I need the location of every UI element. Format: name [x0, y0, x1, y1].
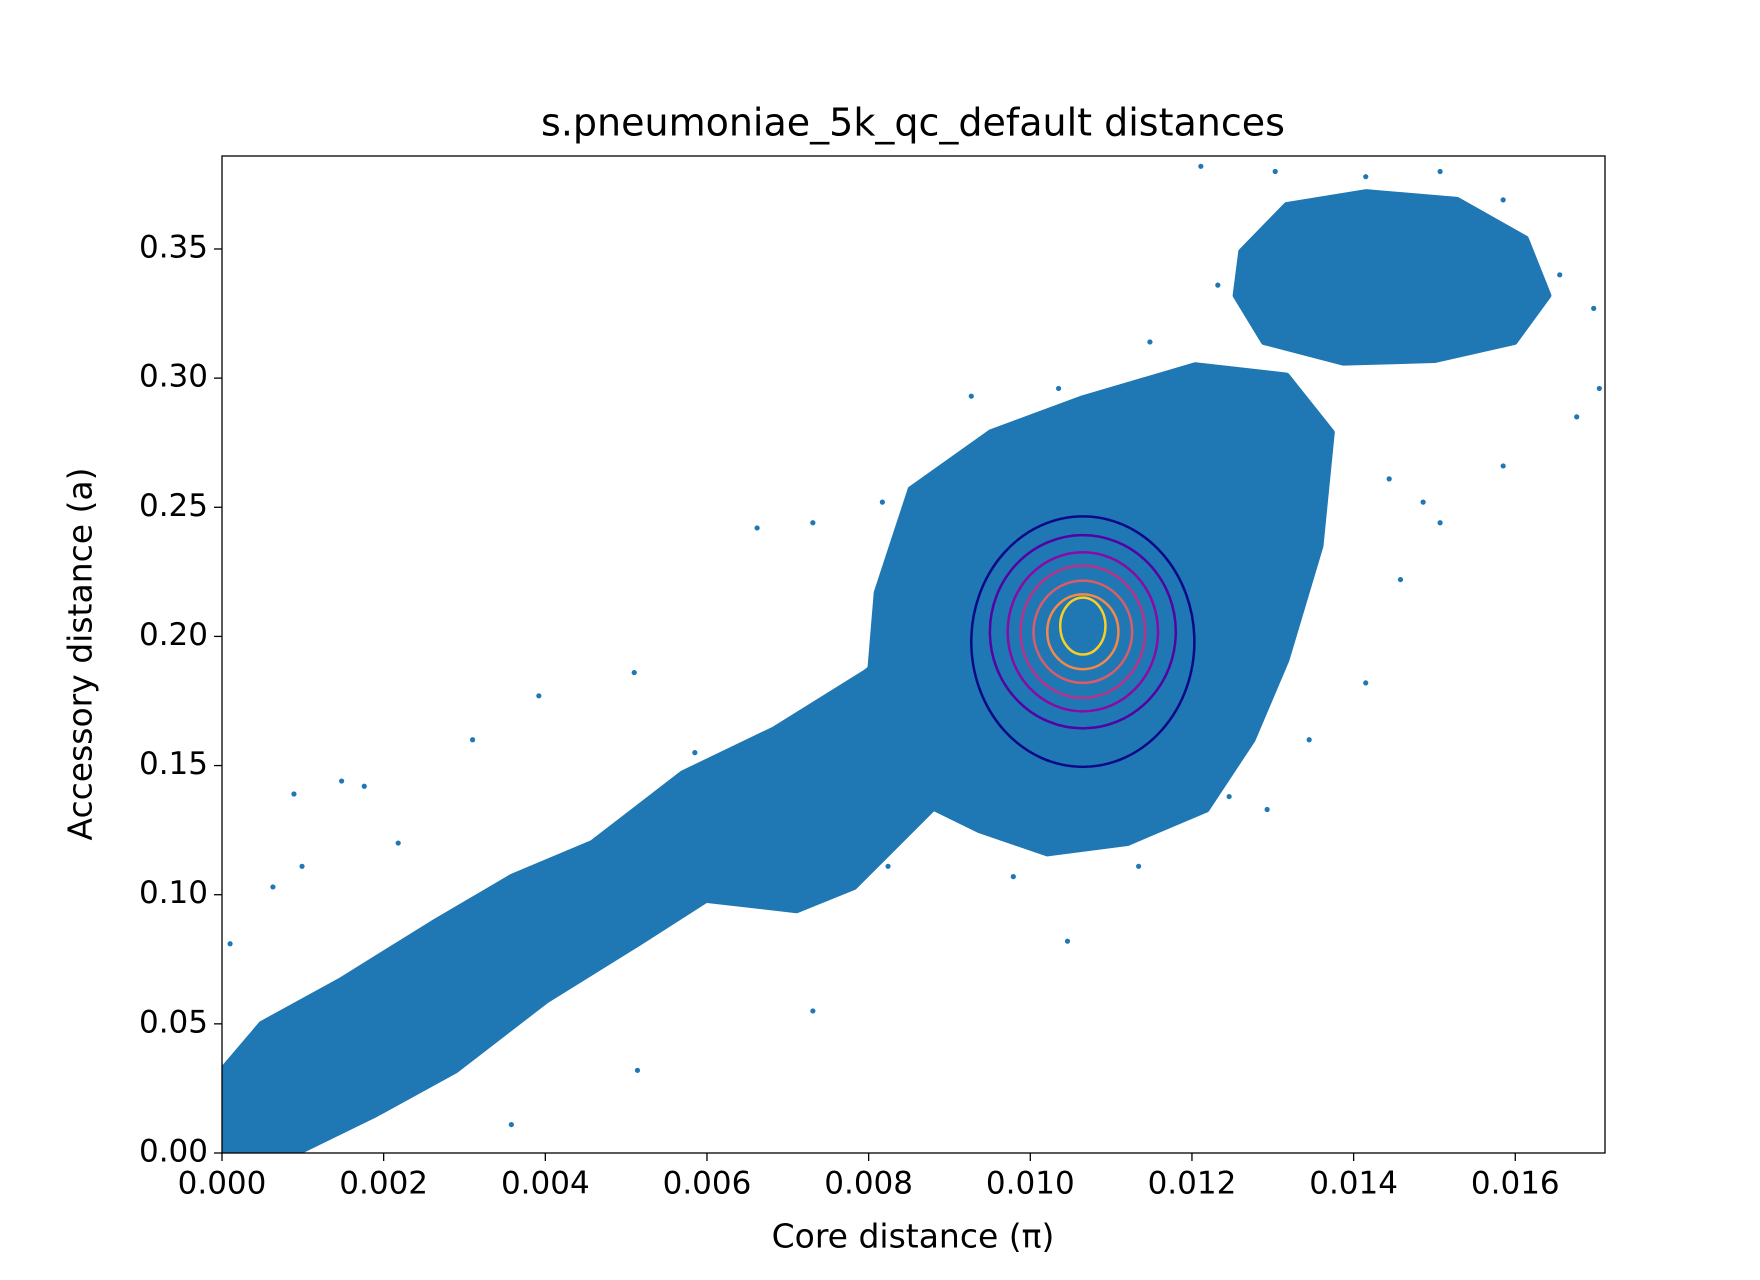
- point: [1264, 806, 1270, 813]
- point: [1591, 305, 1597, 311]
- point: [1064, 938, 1071, 944]
- x-tick-label: 0.016: [1471, 1166, 1560, 1202]
- point: [1596, 385, 1602, 392]
- contour-line: [970, 515, 1196, 769]
- point: [536, 693, 542, 699]
- density-region: [222, 633, 948, 1153]
- point: [879, 499, 885, 505]
- x-tick-label: 0.004: [501, 1166, 590, 1202]
- point: [291, 791, 297, 797]
- point: [361, 783, 367, 789]
- x-tick-label: 0.014: [1309, 1166, 1398, 1202]
- point: [1574, 414, 1580, 420]
- point: [1147, 339, 1153, 345]
- point: [1437, 168, 1443, 175]
- point: [631, 669, 637, 676]
- y-axis-label: Accessory distance (a): [61, 467, 100, 840]
- y-tick-label: 0.05: [139, 1004, 208, 1040]
- y-tick-label: 0.15: [139, 746, 208, 782]
- contour-line: [1019, 564, 1147, 700]
- x-tick-label: 0.002: [339, 1166, 428, 1202]
- x-tick-label: 0.000: [178, 1166, 267, 1202]
- point: [754, 525, 760, 531]
- point: [1272, 168, 1278, 175]
- y-tick-label: 0.20: [139, 617, 208, 653]
- y-tick-label: 0.00: [139, 1134, 208, 1170]
- x-axis-label: Core distance (π): [772, 1217, 1055, 1256]
- y-tick-label: 0.35: [139, 229, 208, 265]
- point: [1215, 282, 1221, 288]
- x-tick-label: 0.012: [1148, 1166, 1237, 1202]
- point: [1136, 863, 1142, 869]
- point: [469, 737, 476, 743]
- point: [1226, 793, 1232, 800]
- contour-line: [988, 533, 1178, 730]
- x-tick-label: 0.006: [663, 1166, 752, 1202]
- point: [1306, 737, 1312, 743]
- point: [1363, 680, 1369, 686]
- point: [1010, 874, 1016, 880]
- contour-line: [1006, 550, 1160, 713]
- density-region: [862, 362, 1335, 857]
- contour-line: [1032, 579, 1134, 685]
- point: [968, 393, 974, 399]
- density-region: [1232, 189, 1552, 366]
- plot-frame: [221, 155, 1606, 1154]
- point: [692, 750, 698, 756]
- chart-title: s.pneumoniae_5k_qc_default distances: [541, 101, 1285, 145]
- point: [227, 941, 233, 947]
- y-tick-label: 0.10: [139, 875, 208, 911]
- point: [1397, 576, 1404, 583]
- point: [885, 863, 891, 869]
- point: [1437, 520, 1443, 526]
- point: [771, 827, 777, 833]
- point: [299, 863, 305, 869]
- point: [339, 778, 345, 784]
- point: [1386, 476, 1392, 482]
- y-tick-label: 0.25: [139, 488, 208, 524]
- x-tick-label: 0.010: [986, 1166, 1075, 1202]
- point: [1500, 197, 1506, 203]
- point: [395, 840, 401, 846]
- x-tick-label: 0.008: [824, 1166, 913, 1202]
- point: [1363, 174, 1369, 180]
- point: [270, 884, 276, 890]
- point: [1055, 385, 1062, 392]
- point: [1557, 272, 1563, 278]
- contour-line: [1046, 593, 1120, 671]
- point: [810, 1008, 816, 1014]
- y-tick-label: 0.30: [139, 359, 208, 395]
- point: [810, 520, 816, 526]
- point: [508, 1121, 514, 1128]
- point: [1198, 163, 1204, 169]
- contour-line: [1058, 596, 1107, 656]
- point: [634, 1067, 641, 1073]
- point: [1500, 463, 1506, 469]
- point: [1420, 499, 1426, 505]
- plot-area: [222, 163, 1602, 1153]
